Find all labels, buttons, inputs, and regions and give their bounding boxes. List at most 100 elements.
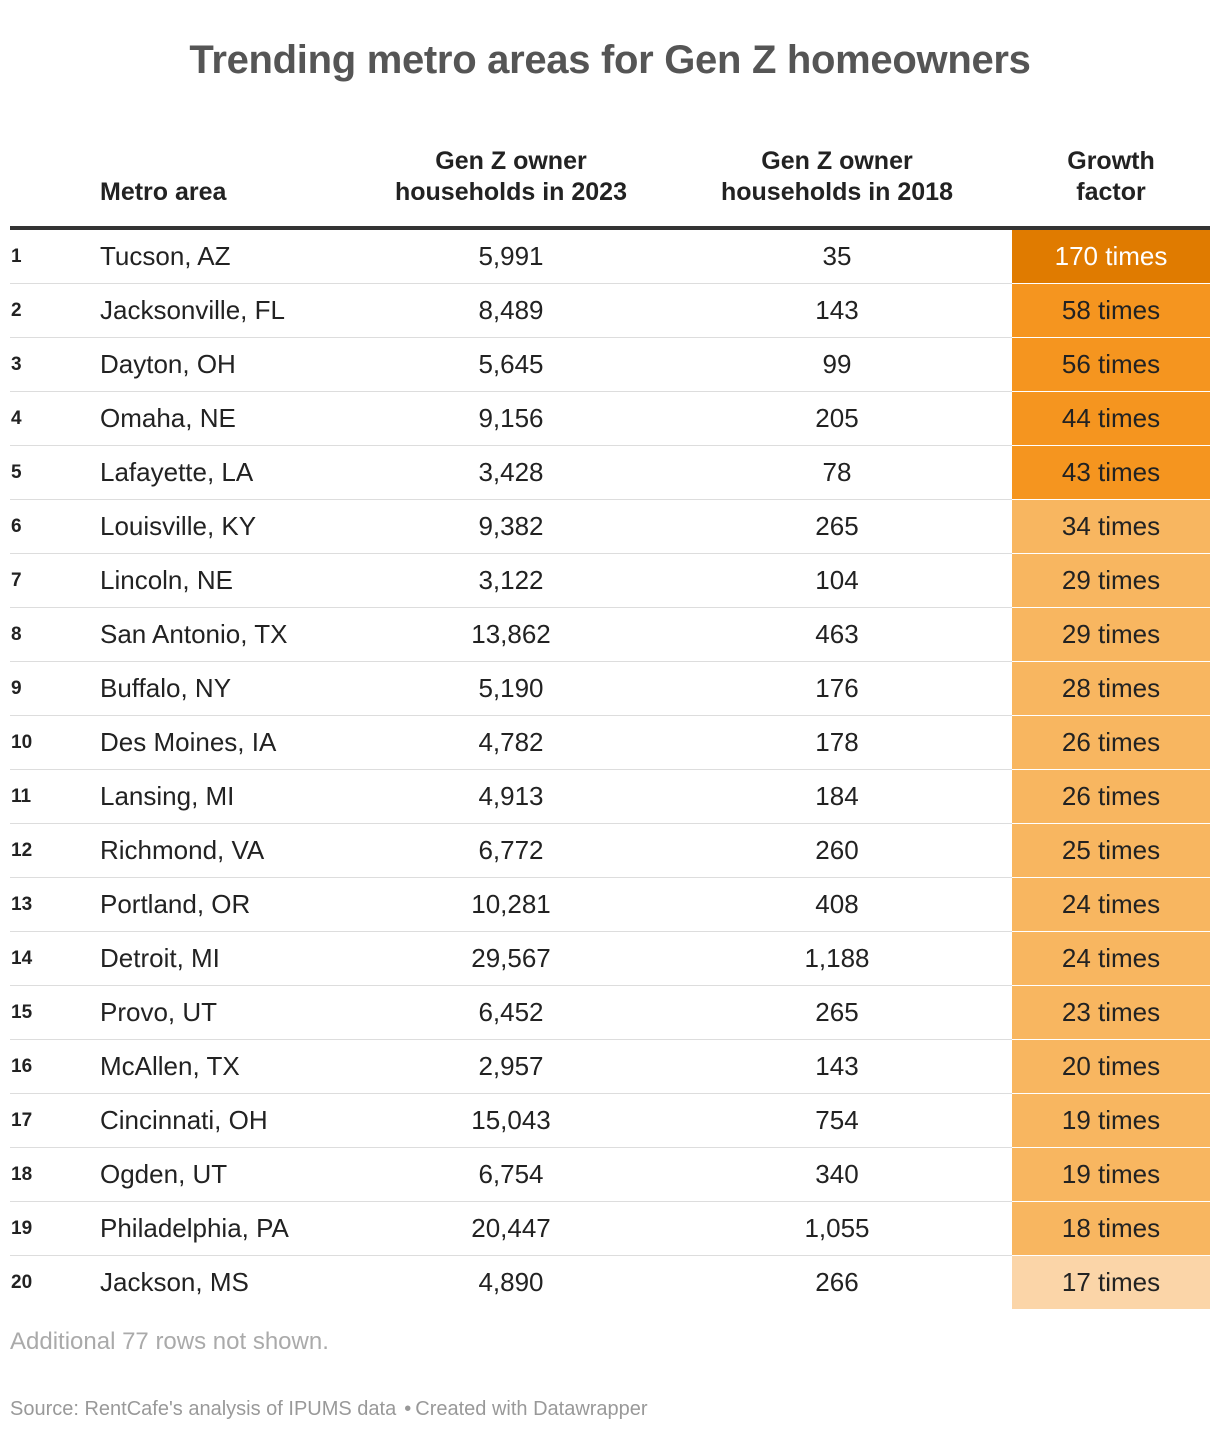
growth-factor-cell: 58 times (1012, 283, 1210, 338)
metro-area-cell: Jacksonville, FL (100, 283, 360, 338)
growth-factor-value: 43 times (1061, 457, 1161, 487)
owner-households-2023-cell: 4,782 (360, 715, 662, 770)
owner-households-2023-cell: 9,382 (360, 499, 662, 554)
rank-cell: 17 (10, 1093, 100, 1148)
metro-area-cell: Des Moines, IA (100, 715, 360, 770)
header-owner-households-2018[interactable]: Gen Z owner households in 2018 (662, 140, 1012, 230)
rank-cell: 7 (10, 553, 100, 608)
metro-area-cell: Omaha, NE (100, 391, 360, 446)
table-row: 2 Jacksonville, FL 8,489 143 58 times (10, 283, 1210, 338)
owner-households-2018-cell: 754 (662, 1093, 1012, 1148)
owner-households-2023-cell: 13,862 (360, 607, 662, 662)
owner-households-2023-cell: 3,428 (360, 445, 662, 500)
rank-cell: 6 (10, 499, 100, 554)
growth-factor-value: 24 times (1061, 943, 1161, 973)
table-row: 15 Provo, UT 6,452 265 23 times (10, 985, 1210, 1040)
header-growth-factor[interactable]: Growth factor (1012, 140, 1210, 230)
owner-households-2023-cell: 4,890 (478, 1267, 544, 1297)
owner-households-2018-cell: 35 (662, 228, 1012, 284)
owner-households-2023-cell: 2,957 (360, 1039, 662, 1094)
owner-households-2023-cell: 10,281 (360, 877, 662, 932)
data-table: Metro area Gen Z owner households in 202… (10, 140, 1210, 1309)
growth-factor-cell: 170 times (1012, 228, 1210, 284)
owner-households-2018-cell: 205 (662, 391, 1012, 446)
header-2023-line2: households in 2023 (394, 178, 627, 206)
growth-factor-value: 58 times (1061, 295, 1161, 325)
header-2023-line1: Gen Z owner (435, 147, 587, 175)
table-row: 7 Lincoln, NE 3,122 104 29 times (10, 553, 1210, 608)
growth-factor-value: 18 times (1061, 1213, 1161, 1243)
owner-households-2018-cell: 265 (662, 985, 1012, 1040)
header-owner-households-2023[interactable]: Gen Z owner households in 2023 (360, 140, 662, 230)
metro-area-cell: Dayton, OH (100, 337, 360, 392)
growth-factor-cell: 26 times (1012, 769, 1210, 824)
growth-factor-cell: 24 times (1012, 931, 1210, 986)
header-metro-area[interactable]: Metro area (100, 140, 360, 230)
metro-area-cell: Cincinnati, OH (100, 1093, 360, 1148)
owner-households-2018-cell: 184 (662, 769, 1012, 824)
owner-households-2023-cell: 3,122 (360, 553, 662, 608)
owner-households-2023-cell: 6,772 (360, 823, 662, 878)
rank-cell: 13 (10, 877, 100, 932)
metro-area-cell: Louisville, KY (100, 499, 360, 554)
rank-cell: 20 (11, 1272, 33, 1293)
rank-cell: 11 (10, 769, 100, 824)
table-row: 4 Omaha, NE 9,156 205 44 times (10, 391, 1210, 446)
growth-factor-value: 19 times (1061, 1159, 1161, 1189)
growth-factor-value: 29 times (1061, 565, 1161, 595)
owner-households-2018-cell: 340 (662, 1147, 1012, 1202)
growth-factor-cell: 29 times (1012, 607, 1210, 662)
growth-factor-cell: 17 times (1012, 1255, 1210, 1309)
owner-households-2018-cell: 1,188 (662, 931, 1012, 986)
growth-factor-cell: 19 times (1012, 1147, 1210, 1202)
metro-area-cell: Detroit, MI (100, 931, 360, 986)
table-row: 9 Buffalo, NY 5,190 176 28 times (10, 661, 1210, 716)
growth-factor-value: 44 times (1061, 403, 1161, 433)
owner-households-2023-cell: 15,043 (360, 1093, 662, 1148)
owner-households-2023-cell: 8,489 (360, 283, 662, 338)
table-row: 6 Louisville, KY 9,382 265 34 times (10, 499, 1210, 554)
growth-factor-value: 26 times (1061, 727, 1161, 757)
growth-factor-value: 20 times (1061, 1051, 1161, 1081)
table-row: 5 Lafayette, LA 3,428 78 43 times (10, 445, 1210, 500)
table-row: 13 Portland, OR 10,281 408 24 times (10, 877, 1210, 932)
growth-factor-cell: 34 times (1012, 499, 1210, 554)
growth-factor-cell: 43 times (1012, 445, 1210, 500)
table-row: 18 Ogden, UT 6,754 340 19 times (10, 1147, 1210, 1202)
owner-households-2018-cell: 99 (662, 337, 1012, 392)
owner-households-2018-cell: 178 (662, 715, 1012, 770)
table-row: 10 Des Moines, IA 4,782 178 26 times (10, 715, 1210, 770)
growth-factor-cell: 29 times (1012, 553, 1210, 608)
source-text: Source: RentCafe's analysis of IPUMS dat… (10, 1398, 397, 1420)
owner-households-2018-cell: 104 (662, 553, 1012, 608)
growth-factor-value: 25 times (1061, 835, 1161, 865)
rank-cell: 1 (10, 228, 100, 284)
metro-area-cell: Richmond, VA (100, 823, 360, 878)
owner-households-2023-cell: 4,913 (360, 769, 662, 824)
rank-cell: 4 (10, 391, 100, 446)
owner-households-2018-cell: 408 (662, 877, 1012, 932)
rank-cell: 10 (10, 715, 100, 770)
owner-households-2023-cell: 6,754 (360, 1147, 662, 1202)
growth-factor-value: 19 times (1061, 1105, 1161, 1135)
rank-cell: 9 (10, 661, 100, 716)
growth-factor-cell: 28 times (1012, 661, 1210, 716)
owner-households-2018-cell: 143 (662, 1039, 1012, 1094)
growth-factor-cell: 25 times (1012, 823, 1210, 878)
growth-factor-value: 28 times (1061, 673, 1161, 703)
growth-factor-value: 29 times (1061, 619, 1161, 649)
owner-households-2018-cell: 78 (662, 445, 1012, 500)
growth-factor-value: 17 times (1061, 1267, 1161, 1297)
owner-households-2018-cell: 176 (662, 661, 1012, 716)
growth-factor-value: 24 times (1061, 889, 1161, 919)
metro-area-cell: Jackson, MS (100, 1267, 249, 1297)
datawrapper-credit[interactable]: Created with Datawrapper (415, 1398, 648, 1420)
rank-cell: 2 (10, 283, 100, 338)
table-row: 12 Richmond, VA 6,772 260 25 times (10, 823, 1210, 878)
growth-factor-value: 56 times (1061, 349, 1161, 379)
table-row: 11 Lansing, MI 4,913 184 26 times (10, 769, 1210, 824)
owner-households-2018-cell: 265 (662, 499, 1012, 554)
growth-factor-cell: 20 times (1012, 1039, 1210, 1094)
header-rank[interactable] (10, 140, 100, 230)
owner-households-2023-cell: 29,567 (360, 931, 662, 986)
